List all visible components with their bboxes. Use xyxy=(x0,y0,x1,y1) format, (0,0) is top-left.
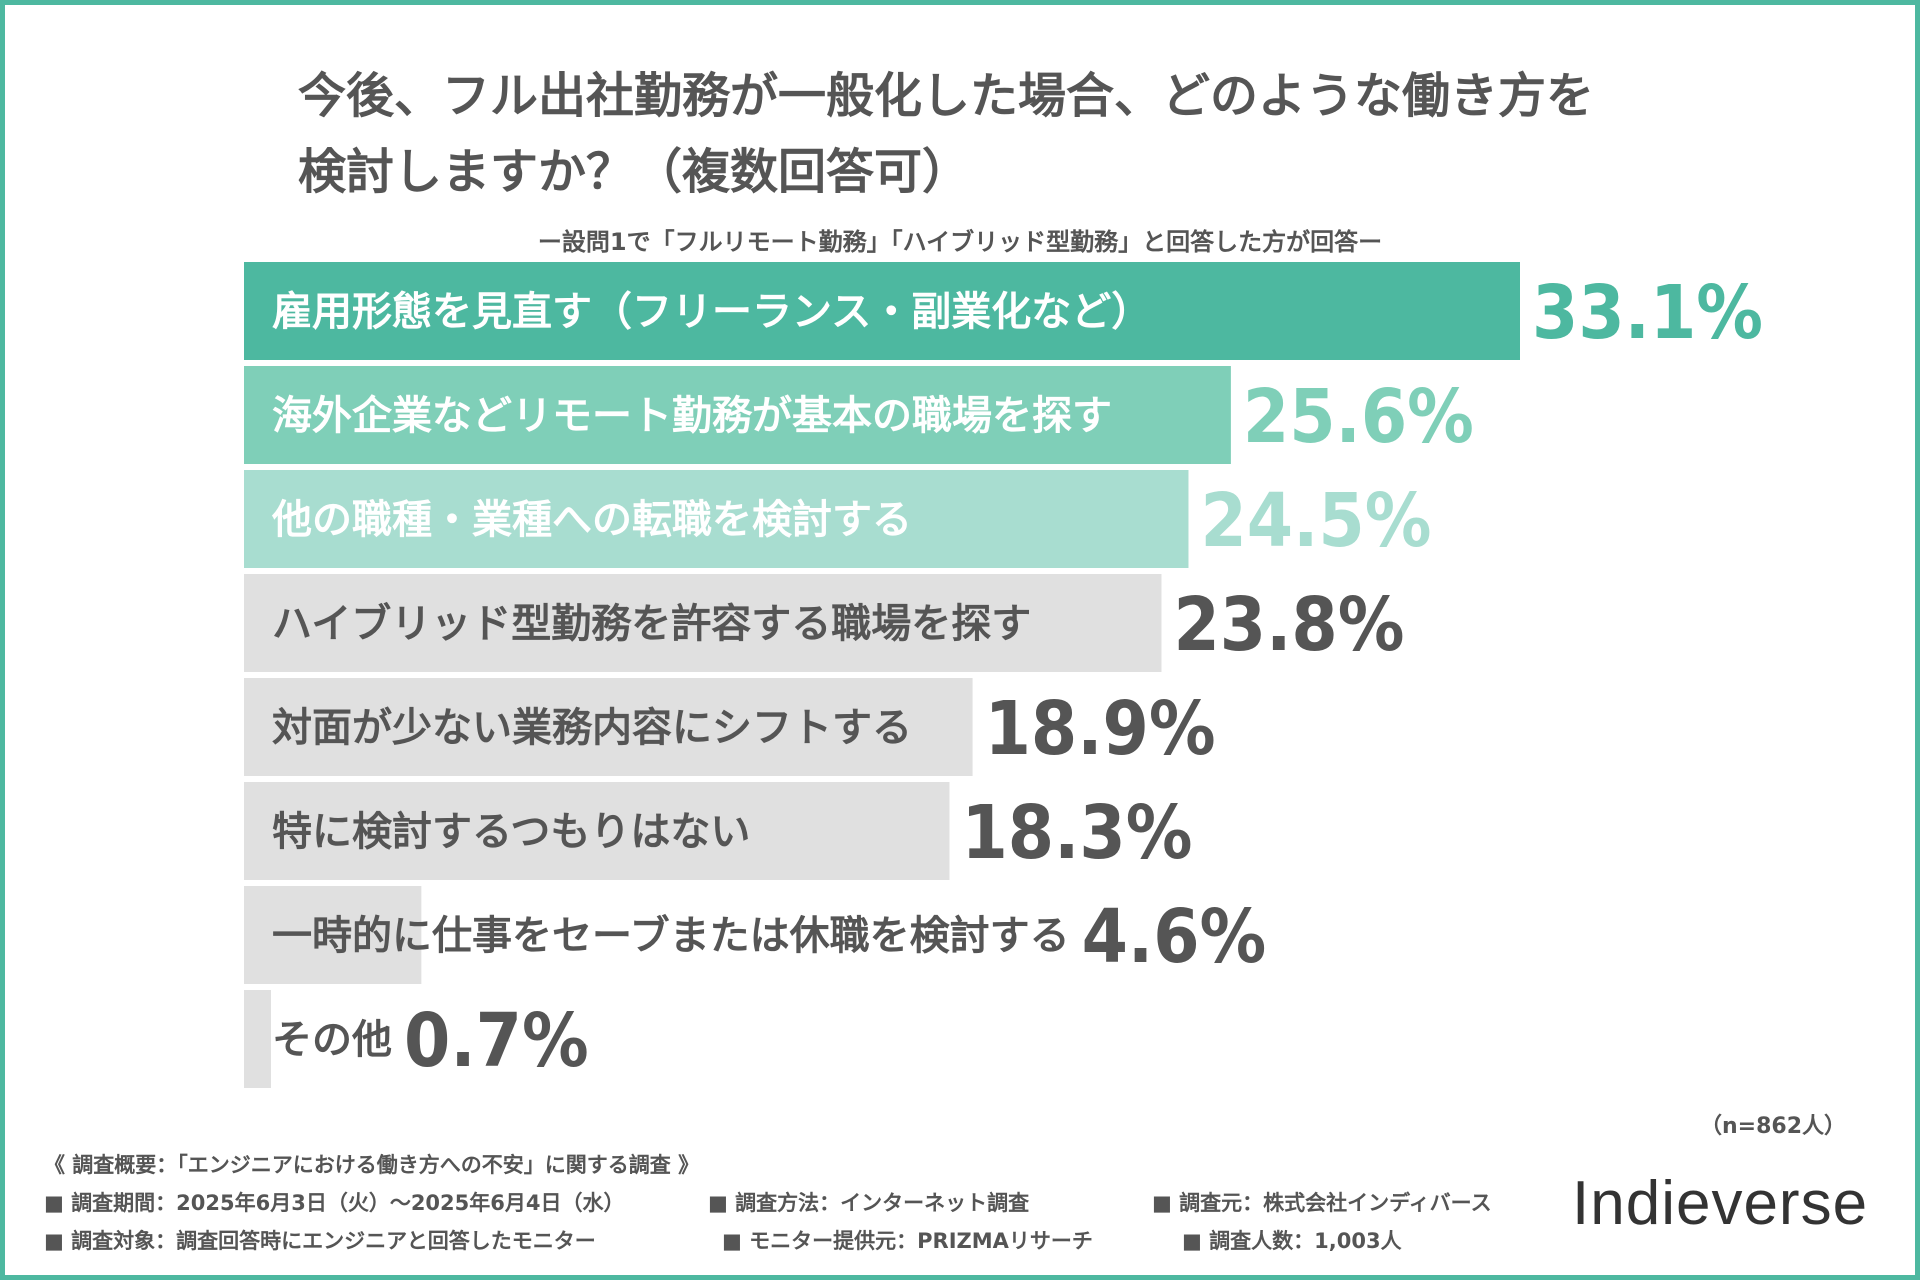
value-label-5: 18.9% xyxy=(985,686,1216,772)
bar-label-3: 他の職種・業種への転職を検討する xyxy=(271,497,912,543)
bar-6 xyxy=(244,782,950,880)
survey-provider: ■ モニター提供元：PRIZMAリサーチ xyxy=(722,1229,1093,1253)
chart-title-line-2: 検討しますか？（複数回答可） xyxy=(298,144,971,200)
bar-label-2: 海外企業などリモート勤務が基本の職場を探す xyxy=(272,393,1112,439)
survey-heading: 《 調査概要：「エンジニアにおける働き方への不安」に関する調査 》 xyxy=(44,1153,700,1177)
bar-label-8: その他 xyxy=(272,1017,392,1063)
bar-label-7: 一時的に仕事をセーブまたは休職を検討する xyxy=(272,913,1070,959)
bar-3 xyxy=(244,470,1189,568)
value-label-6: 18.3% xyxy=(961,790,1192,876)
bar-7 xyxy=(244,886,422,984)
bar-label-5: 対面が少ない業務内容にシフトする xyxy=(272,705,912,751)
bar-5 xyxy=(244,678,973,776)
survey-period: ■ 調査期間：2025年6月3日（火）〜2025年6月4日（水） xyxy=(44,1191,625,1215)
chart-subtitle: ー設問1で「フルリモート勤務」「ハイブリッド型勤務」と回答した方が回答ー xyxy=(537,228,1383,256)
bar-2 xyxy=(244,366,1231,464)
bar-label-6: 特に検討するつもりはない xyxy=(272,809,750,855)
chart-title-line-1: 今後、フル出社勤務が一般化した場合、どのような働き方を xyxy=(298,68,1595,124)
value-label-3: 24.5% xyxy=(1200,478,1431,564)
value-label-4: 23.8% xyxy=(1173,582,1404,668)
value-label-1: 33.1% xyxy=(1532,270,1763,356)
survey-target: ■ 調査対象：調査回答時にエンジニアと回答したモニター xyxy=(44,1229,596,1253)
survey-count: ■ 調査人数：1,003人 xyxy=(1182,1229,1402,1253)
survey-method: ■ 調査方法：インターネット調査 xyxy=(708,1191,1030,1215)
brand-logo: Indieverse xyxy=(1572,1169,1869,1238)
bar-8 xyxy=(244,990,271,1088)
bar-1 xyxy=(244,262,1520,360)
value-label-2: 25.6% xyxy=(1243,374,1474,460)
bar-4 xyxy=(244,574,1162,672)
bar-chart: 雇用形態を見直す（フリーランス・副業化など） 33.1% 海外企業などリモート勤務が… xyxy=(244,262,1763,1088)
survey-source: ■ 調査元：株式会社インディバース xyxy=(1152,1191,1492,1215)
sample-size-note: （n=862人） xyxy=(1700,1114,1847,1139)
value-label-8: 0.7% xyxy=(404,998,589,1084)
value-label-7: 4.6% xyxy=(1082,894,1267,980)
bar-label-1: 雇用形態を見直す（フリーランス・副業化など） xyxy=(272,289,1151,335)
bar-label-4: ハイブリッド型勤務を許容する職場を探す xyxy=(272,601,1031,647)
chart-title: 今後、フル出社勤務が一般化した場合、どのような働き方を 検討しますか？（複数回答… xyxy=(298,58,1698,210)
